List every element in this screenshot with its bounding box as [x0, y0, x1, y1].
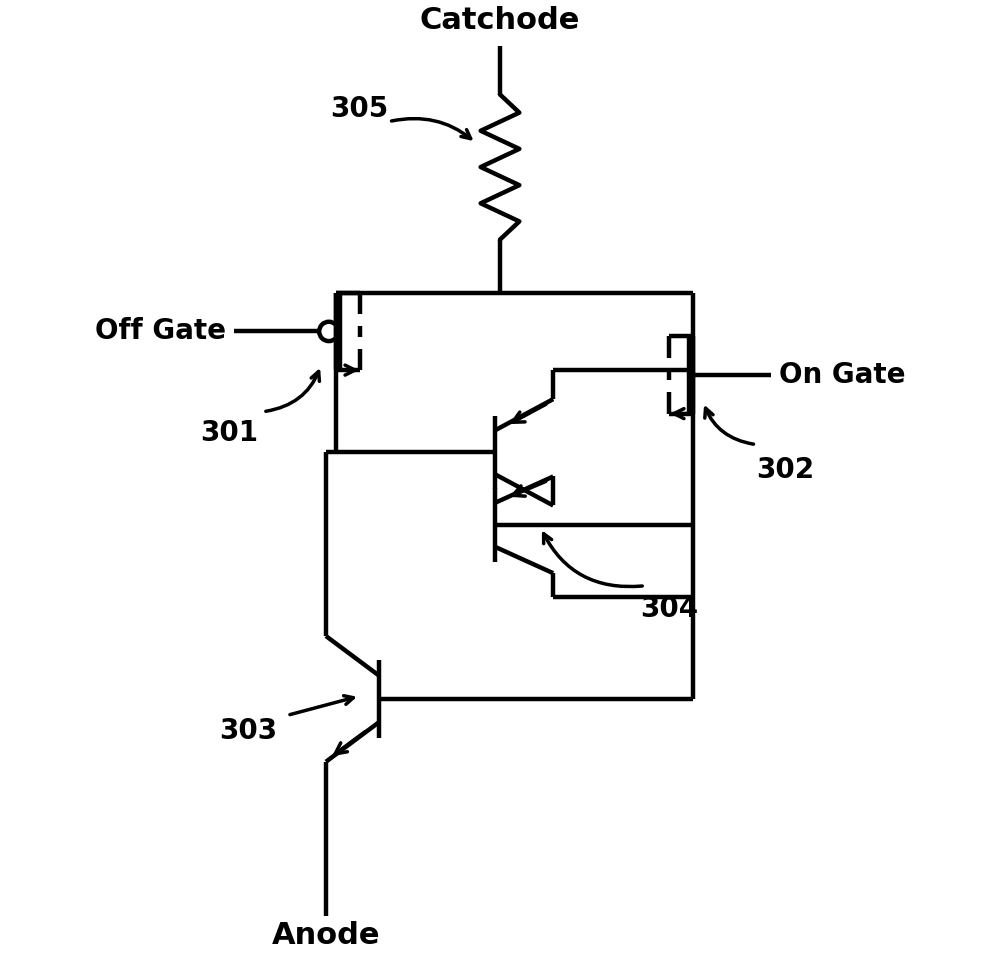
Text: 305: 305	[331, 95, 389, 123]
Text: 304: 304	[640, 595, 698, 623]
Text: 302: 302	[756, 455, 814, 484]
Text: On Gate: On Gate	[779, 360, 905, 389]
Text: 303: 303	[220, 717, 278, 745]
Text: Off Gate: Off Gate	[95, 318, 226, 345]
Text: Anode: Anode	[272, 922, 380, 951]
Text: 301: 301	[200, 419, 258, 447]
Text: Catchode: Catchode	[420, 6, 580, 35]
